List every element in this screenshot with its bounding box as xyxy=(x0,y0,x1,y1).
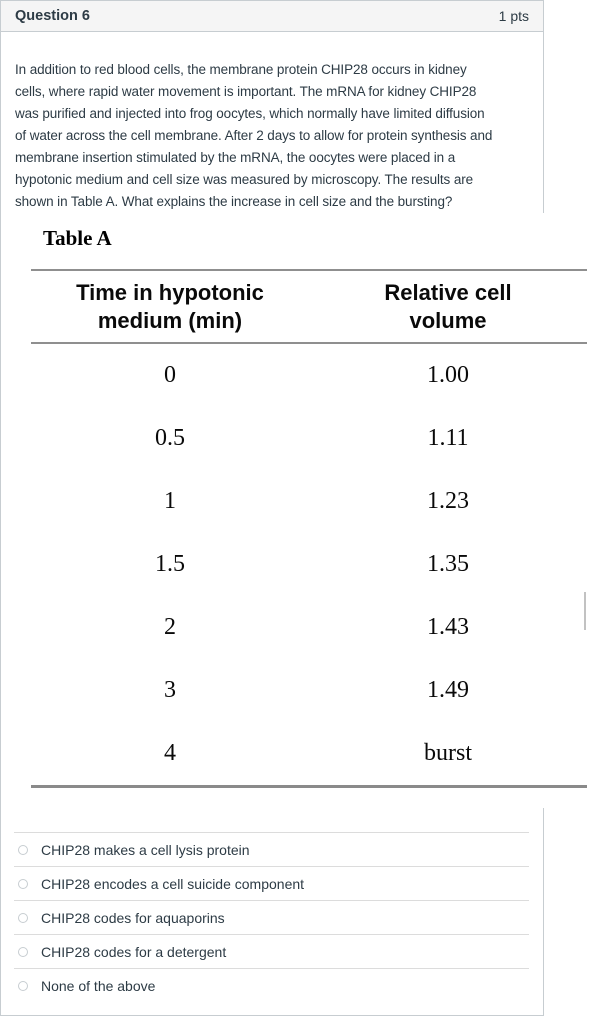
answer-option[interactable]: CHIP28 codes for a detergent xyxy=(14,934,529,968)
question-text-line: hypotonic medium and cell size was measu… xyxy=(15,172,474,187)
table-cell-volume: 1.43 xyxy=(427,614,469,640)
question-text-line: was purified and injected into frog oocy… xyxy=(15,106,485,121)
option-label: CHIP28 codes for aquaporins xyxy=(41,909,225,926)
table-cell-time: 0 xyxy=(164,362,176,388)
table-row: 4 burst xyxy=(31,722,587,785)
table-row: 0 1.00 xyxy=(31,344,587,407)
option-label: CHIP28 codes for a detergent xyxy=(41,943,227,960)
table-cell-time: 2 xyxy=(164,614,176,640)
question-text-line: In addition to red blood cells, the memb… xyxy=(15,62,467,77)
radio-icon[interactable] xyxy=(18,844,28,855)
question-text-line: of water across the cell membrane. After… xyxy=(15,128,493,143)
question-text-line: membrane insertion stimulated by the mRN… xyxy=(15,150,456,165)
answer-option[interactable]: None of the above xyxy=(14,968,529,1002)
table-header-row: Time in hypotonic medium (min) Relative … xyxy=(31,269,587,344)
answer-option[interactable]: CHIP28 makes a cell lysis protein xyxy=(14,832,529,866)
table-bottom-rule xyxy=(31,785,587,788)
table-col-header-volume: Relative cell volume xyxy=(384,280,512,333)
question-title: Question 6 xyxy=(15,8,90,24)
radio-icon[interactable] xyxy=(18,980,28,991)
table-cell-time: 0.5 xyxy=(155,425,185,451)
scrollbar-thumb[interactable] xyxy=(584,592,586,630)
table-row: 3 1.49 xyxy=(31,659,587,722)
answer-option[interactable]: CHIP28 encodes a cell suicide component xyxy=(14,866,529,900)
table-cell-time: 1.5 xyxy=(155,551,185,577)
answer-option[interactable]: CHIP28 codes for aquaporins xyxy=(14,900,529,934)
table-cell-volume: 1.23 xyxy=(427,488,469,514)
option-label: None of the above xyxy=(41,977,156,994)
table-row: 1 1.23 xyxy=(31,470,587,533)
table-cell-time: 4 xyxy=(164,740,176,766)
table-figure: Table A Time in hypotonic medium (min) R… xyxy=(1,213,589,808)
data-table: Time in hypotonic medium (min) Relative … xyxy=(31,269,587,788)
table-cell-volume: 1.11 xyxy=(427,425,469,451)
radio-icon[interactable] xyxy=(18,878,28,889)
question-card: Question 6 1 pts In addition to red bloo… xyxy=(0,0,589,1016)
table-col-header-time: Time in hypotonic medium (min) xyxy=(76,280,264,333)
question-header: Question 6 1 pts xyxy=(1,1,543,32)
table-row: 1.5 1.35 xyxy=(31,533,587,596)
table-cell-volume: burst xyxy=(424,740,472,766)
option-label: CHIP28 makes a cell lysis protein xyxy=(41,841,250,858)
question-text: In addition to red blood cells, the memb… xyxy=(15,59,543,213)
question-text-line: cells, where rapid water movement is imp… xyxy=(15,84,477,99)
points-label: 1 pts xyxy=(498,8,529,24)
table-cell-volume: 1.49 xyxy=(427,677,469,703)
table-cell-time: 1 xyxy=(164,488,176,514)
table-cell-volume: 1.35 xyxy=(427,551,469,577)
radio-icon[interactable] xyxy=(18,912,28,923)
table-cell-time: 3 xyxy=(164,677,176,703)
table-row: 2 1.43 xyxy=(31,596,587,659)
question-text-line: shown in Table A. What explains the incr… xyxy=(15,194,453,209)
table-cell-volume: 1.00 xyxy=(427,362,469,388)
table-title: Table A xyxy=(43,226,112,250)
answer-options: CHIP28 makes a cell lysis protein CHIP28… xyxy=(14,832,529,1002)
option-label: CHIP28 encodes a cell suicide component xyxy=(41,875,305,892)
radio-icon[interactable] xyxy=(18,946,28,957)
table-row: 0.5 1.11 xyxy=(31,407,587,470)
